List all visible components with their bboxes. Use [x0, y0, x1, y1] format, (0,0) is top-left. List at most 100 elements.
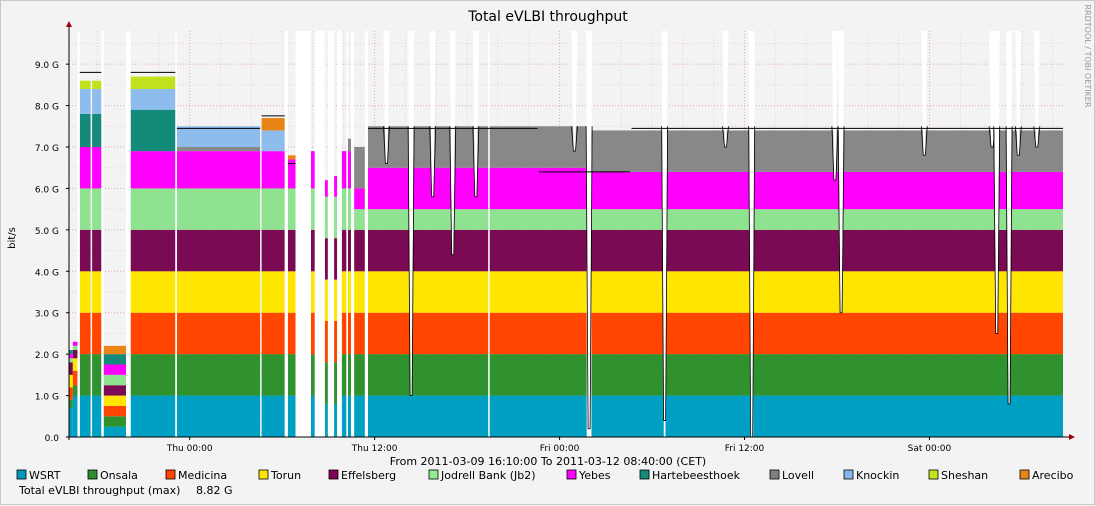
- area-arecibo: [287, 155, 296, 160]
- area-medicina: [591, 312, 664, 355]
- legend-label: Jodrell Bank (Jb2): [440, 469, 536, 482]
- area-wsrt: [261, 395, 285, 437]
- area-onsala: [103, 416, 127, 427]
- area-yebes: [354, 188, 365, 210]
- area-lovell: [665, 130, 751, 172]
- area-wsrt: [324, 403, 328, 437]
- area-jodrell-bank-jb2-: [287, 188, 296, 230]
- area-medicina: [261, 312, 285, 355]
- area-medicina: [69, 387, 73, 400]
- area-torun: [334, 279, 338, 321]
- time-range-label: From 2011-03-09 16:10:00 To 2011-03-12 0…: [390, 455, 706, 468]
- area-sheshan: [130, 76, 176, 89]
- area-effelsberg: [92, 229, 102, 272]
- y-tick-labels: 0.0 1.0 G 2.0 G 3.0 G 4.0 G 5.0 G 6.0 G 7.0 G 8.…: [35, 61, 69, 444]
- area-knockin: [261, 130, 285, 152]
- area-jodrell-bank-jb2-: [176, 188, 261, 230]
- area-effelsberg: [334, 238, 338, 280]
- area-onsala: [92, 354, 102, 396]
- chart-title: Total eVLBI throughput: [467, 9, 628, 25]
- throughput-dip: [831, 31, 838, 181]
- area-onsala: [72, 385, 78, 396]
- throughput-dip: [722, 31, 729, 147]
- y-tick-label: 6.0 G: [35, 185, 59, 195]
- area-knockin: [79, 89, 91, 114]
- legend-swatch: [258, 469, 269, 480]
- area-torun: [92, 271, 102, 313]
- throughput-dip: [571, 31, 578, 152]
- area-jodrell-bank-jb2-: [334, 196, 338, 239]
- legend-label: Medicina: [178, 469, 227, 482]
- legend-item-yebes: Yebes: [566, 469, 611, 482]
- legend-label: Onsala: [100, 469, 138, 482]
- area-wsrt: [753, 395, 1063, 437]
- area-jodrell-bank-jb2-: [324, 196, 328, 239]
- x-tick-label: Fri 12:00: [725, 444, 765, 454]
- y-axis-label: bit/s: [7, 227, 18, 249]
- axes: [66, 21, 1075, 440]
- area-effelsberg: [324, 238, 328, 280]
- dip-outline: [993, 126, 1001, 334]
- area-wsrt: [130, 395, 176, 437]
- area-onsala: [341, 354, 347, 396]
- area-torun: [324, 279, 328, 321]
- dip-outline: [472, 126, 480, 198]
- area-yebes: [324, 180, 328, 197]
- data-gap: [488, 31, 490, 437]
- area-wsrt: [92, 395, 102, 437]
- area-lovell: [354, 147, 365, 189]
- legend-label: Effelsberg: [341, 469, 396, 482]
- data-gap: [77, 31, 80, 437]
- area-medicina: [753, 312, 1063, 355]
- area-torun: [103, 395, 127, 406]
- area-knockin: [176, 126, 261, 147]
- area-wsrt: [591, 395, 664, 437]
- area-hartebeesthoek: [130, 109, 176, 152]
- legend-label: Lovell: [782, 469, 814, 482]
- data-gap: [351, 31, 355, 437]
- area-jodrell-bank-jb2-: [130, 188, 176, 230]
- data-gap: [346, 31, 348, 437]
- dip-outline: [429, 126, 437, 198]
- summary-value: 8.82 G: [196, 484, 233, 497]
- area-wsrt: [79, 395, 91, 437]
- area-lovell: [753, 130, 1063, 172]
- area-wsrt: [347, 395, 352, 437]
- throughput-dip: [383, 31, 390, 164]
- area-onsala: [287, 354, 296, 396]
- area-medicina: [334, 321, 338, 363]
- area-medicina: [72, 370, 78, 386]
- legend-swatch: [843, 469, 854, 480]
- area-torun: [69, 374, 73, 388]
- area-yebes: [334, 176, 338, 197]
- legend-swatch: [566, 469, 577, 480]
- area-hartebeesthoek: [79, 113, 91, 147]
- area-onsala: [79, 354, 91, 396]
- legend-item-arecibo: Arecibo: [1019, 469, 1074, 482]
- area-torun: [354, 271, 365, 313]
- legend-item-lovell: Lovell: [769, 469, 814, 482]
- area-jodrell-bank-jb2-: [591, 209, 664, 230]
- legend-label: Arecibo: [1032, 469, 1074, 482]
- stacked-areas: [69, 31, 1063, 438]
- area-wsrt: [176, 395, 261, 437]
- area-knockin: [92, 89, 102, 114]
- area-effelsberg: [103, 385, 127, 396]
- area-wsrt: [665, 395, 751, 437]
- area-torun: [591, 271, 664, 313]
- area-effelsberg: [310, 229, 315, 272]
- throughput-dip: [1015, 31, 1022, 156]
- x-tick-label: Thu 00:00: [166, 444, 213, 454]
- throughput-dip: [429, 31, 436, 197]
- area-lovell: [176, 147, 261, 152]
- area-wsrt: [341, 395, 347, 437]
- area-wsrt: [367, 395, 587, 437]
- area-onsala: [334, 362, 338, 404]
- area-yebes: [92, 147, 102, 189]
- total-outline: [79, 71, 1063, 173]
- area-jodrell-bank-jb2-: [79, 188, 91, 230]
- area-onsala: [310, 354, 315, 396]
- y-tick-label: 2.0 G: [35, 351, 59, 361]
- legend-swatch: [87, 469, 98, 480]
